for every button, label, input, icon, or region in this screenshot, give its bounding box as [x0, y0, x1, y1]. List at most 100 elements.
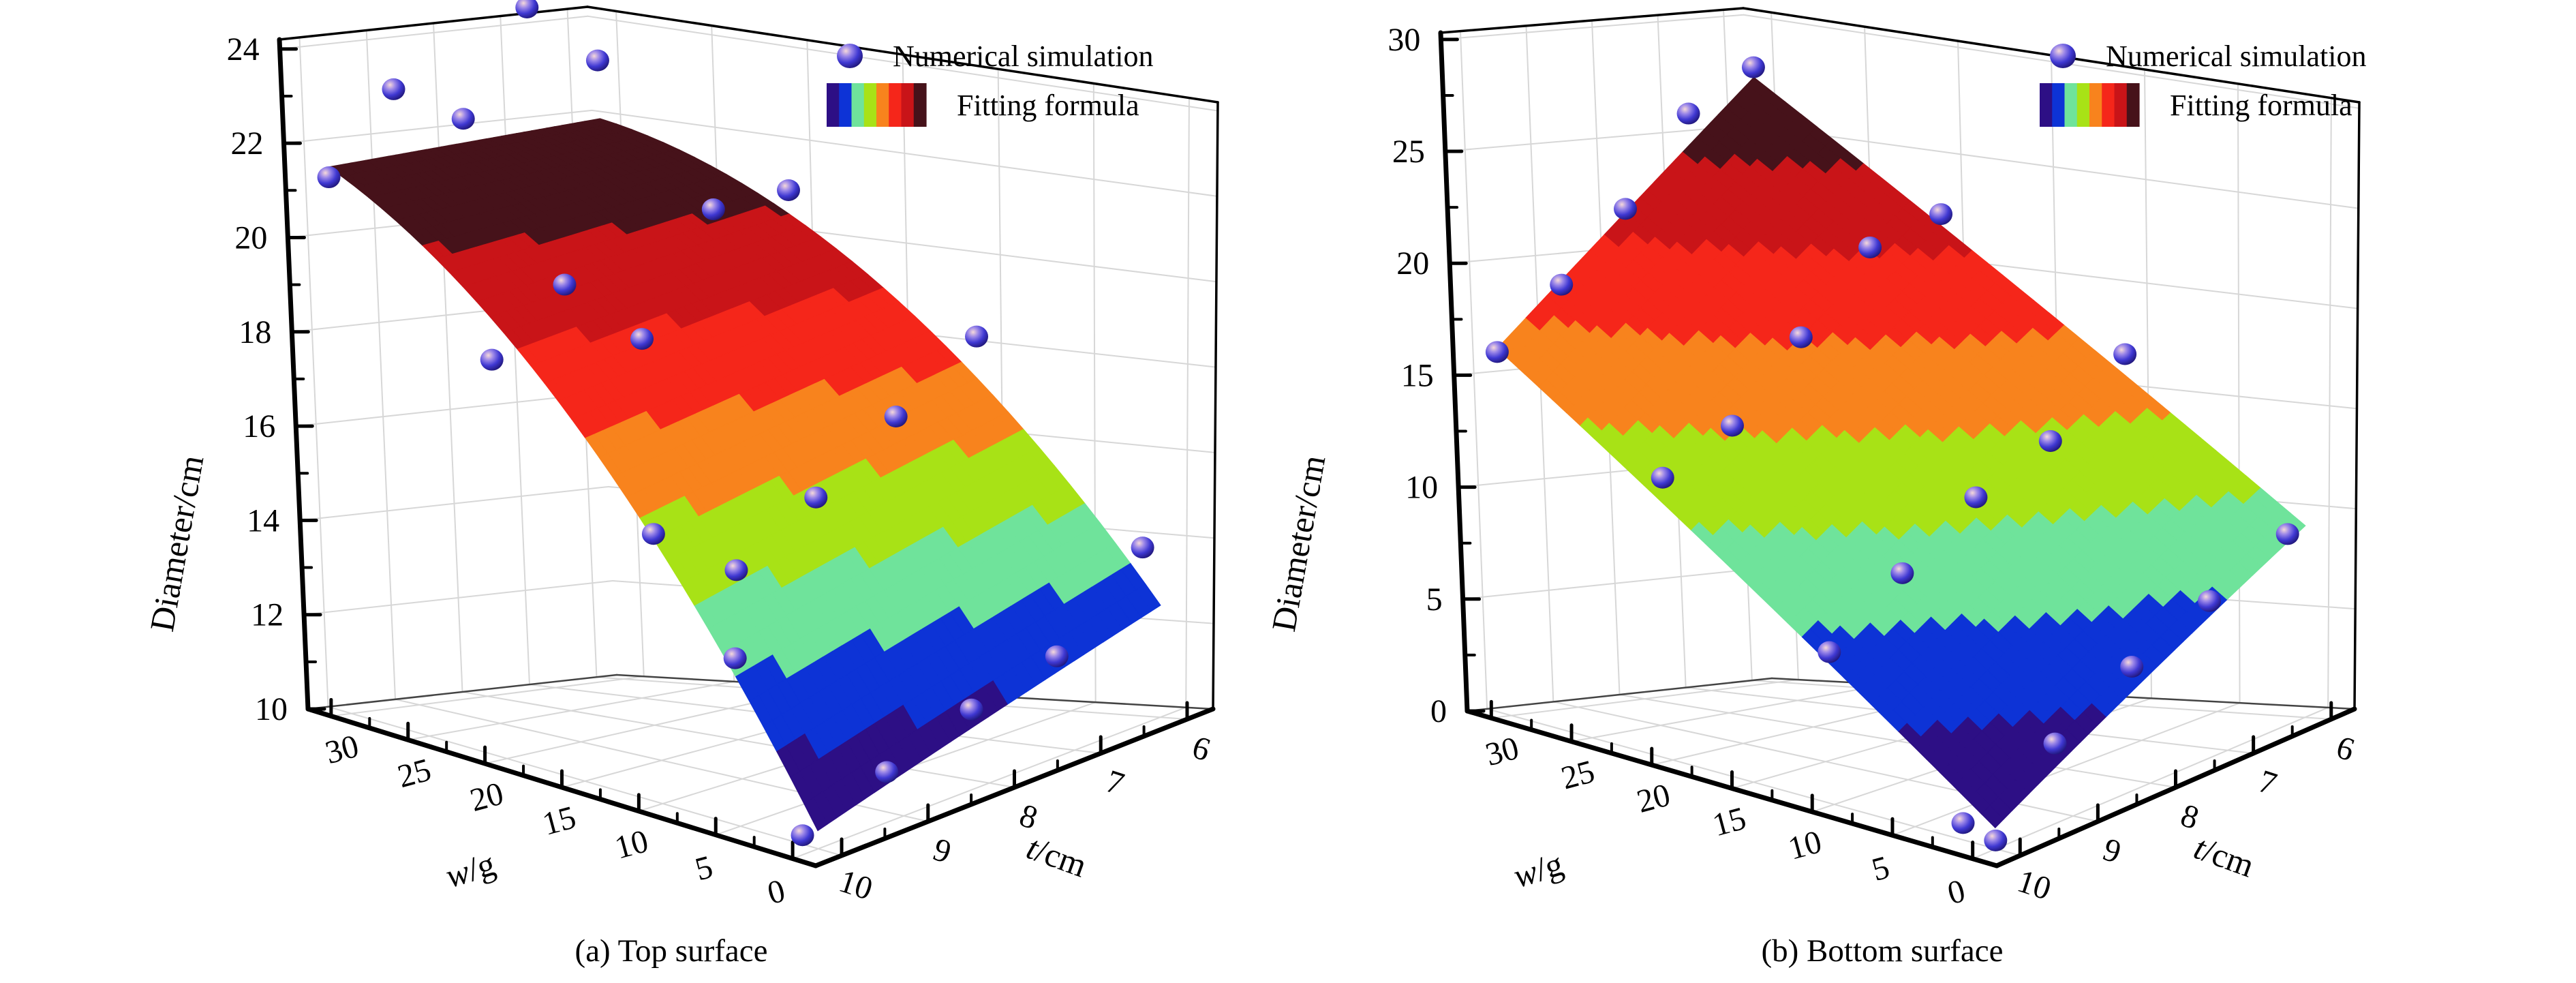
axis-tick-label: 16: [243, 408, 275, 444]
sim-point-sphere: [2113, 343, 2137, 365]
axis-tick-label: 20: [234, 220, 267, 256]
axis-tick-label: 5: [691, 849, 716, 888]
axis-tick-label: 10: [835, 863, 877, 907]
axis-tick-label: 0: [1430, 693, 1447, 729]
axis-tick-label: 0: [764, 873, 789, 911]
legend-sphere-icon: [837, 44, 863, 68]
sim-point-sphere: [1964, 486, 1988, 509]
sim-point-sphere: [791, 824, 814, 847]
axis-tick-label: 8: [2177, 797, 2203, 836]
sim-point-sphere: [1651, 466, 1674, 489]
fitted-surface: [1496, 76, 2306, 829]
legend-colorbar-icon: [2064, 83, 2078, 127]
legend-colorbar-icon: [827, 83, 840, 127]
legend-colorbar-icon: [2126, 83, 2140, 127]
z-axis-title: Diameter/cm: [1264, 453, 1332, 635]
axis-tick-label: 20: [466, 775, 507, 819]
sim-point-sphere: [2275, 523, 2299, 545]
axis-tick-label: 10: [255, 691, 288, 727]
t-axis-title: t/cm: [1022, 828, 1092, 885]
caption-panel-a: (a) Top surface: [574, 933, 768, 969]
axis-tick-label: 10: [1785, 823, 1826, 867]
sim-point-sphere: [701, 198, 725, 221]
sim-point-sphere: [2198, 590, 2222, 612]
axis-tick-label: 7: [1101, 763, 1128, 802]
sim-point-sphere: [1789, 326, 1813, 348]
sim-point-sphere: [1741, 56, 1765, 78]
legend-colorbar-icon: [851, 83, 865, 127]
axis-tick-label: 30: [322, 728, 363, 772]
sim-point-sphere: [804, 486, 828, 509]
sim-point-sphere: [382, 78, 405, 100]
sim-point-sphere: [1045, 645, 1069, 667]
legend-colorbar-icon: [863, 83, 877, 127]
legend-colorbar-icon: [2114, 83, 2128, 127]
sim-point-sphere: [2038, 429, 2062, 452]
axis-tick-label: 9: [929, 831, 955, 871]
axis-tick-label: 10: [2013, 863, 2055, 907]
sim-point-sphere: [585, 49, 609, 72]
sim-point-sphere: [630, 328, 654, 350]
legend-colorbar-icon: [913, 83, 927, 127]
axis-tick-label: 9: [2099, 831, 2126, 871]
sim-point-sphere: [724, 559, 748, 581]
legend: Numerical simulation Fitting formula: [827, 40, 1153, 127]
sim-point-sphere: [884, 406, 908, 428]
axis-tick-label: 10: [1405, 470, 1438, 506]
z-axis-ticks: 10 12 14 16 18 20 22 24: [227, 31, 326, 727]
axis-tick-label: 30: [1387, 22, 1420, 58]
axis-tick-label: 5: [1868, 849, 1893, 888]
legend-label-simulation: Numerical simulation: [893, 40, 1153, 73]
sim-point-sphere: [1818, 641, 1841, 663]
legend: Numerical simulation Fitting formula: [2040, 40, 2366, 127]
sim-point-sphere: [1614, 198, 1638, 220]
sim-point-sphere: [965, 325, 989, 348]
axis-tick-label: 5: [1426, 581, 1443, 618]
legend-colorbar-icon: [2040, 83, 2053, 127]
caption-panel-b: (b) Bottom surface: [1761, 933, 2004, 969]
axis-tick-label: 25: [394, 752, 435, 796]
numerical-simulation-points: [317, 0, 1154, 847]
sim-point-sphere: [776, 179, 800, 201]
axis-tick-label: 6: [2332, 729, 2359, 768]
sim-point-sphere: [641, 523, 665, 545]
axis-tick-label: 30: [1482, 730, 1522, 774]
legend-colorbar-icon: [839, 83, 853, 127]
axis-tick-label: 24: [227, 31, 260, 67]
sim-point-sphere: [1550, 273, 1574, 296]
legend-colorbar-icon: [876, 83, 889, 127]
axis-tick-label: 20: [1396, 245, 1429, 282]
w-axis-title: w/g: [441, 844, 499, 895]
sim-point-sphere: [1890, 562, 1914, 584]
numerical-simulation-points: [1485, 56, 2299, 851]
w-axis-title: w/g: [1509, 844, 1567, 895]
sim-point-sphere: [1984, 829, 2008, 851]
sim-point-sphere: [451, 108, 475, 130]
legend-colorbar-icon: [2089, 83, 2102, 127]
sim-point-sphere: [553, 273, 577, 296]
axis-tick-label: 14: [247, 502, 279, 539]
sim-point-sphere: [1951, 812, 1975, 834]
axis-tick-label: 20: [1633, 776, 1674, 820]
axis-tick-label: 25: [1392, 134, 1425, 170]
sim-point-sphere: [2120, 656, 2144, 678]
legend-colorbar-icon: [889, 83, 902, 127]
w-axis-ticks: 30 25 20 15 10 5 0: [322, 697, 795, 911]
axis-tick-label: 25: [1557, 753, 1598, 797]
sim-point-sphere: [1929, 203, 1953, 226]
sim-point-sphere: [1720, 414, 1744, 437]
legend-label-simulation: Numerical simulation: [2106, 40, 2366, 73]
sim-point-sphere: [2043, 732, 2067, 755]
axis-tick-label: 0: [1944, 873, 1969, 911]
sim-point-sphere: [960, 698, 983, 721]
legend-colorbar-icon: [901, 83, 915, 127]
axis-tick-label: 15: [1401, 357, 1434, 393]
z-axis-title: Diameter/cm: [142, 453, 211, 635]
legend-sphere-icon: [2050, 44, 2076, 68]
panel-b: 0 5 10 15 20 25 30 30 25 20 15 10 5 0 10 9 8 7 6 Diameter/c…: [1264, 7, 2366, 911]
sim-point-sphere: [875, 761, 899, 783]
legend-colorbar-icon: [2076, 83, 2090, 127]
sim-point-sphere: [317, 166, 341, 189]
